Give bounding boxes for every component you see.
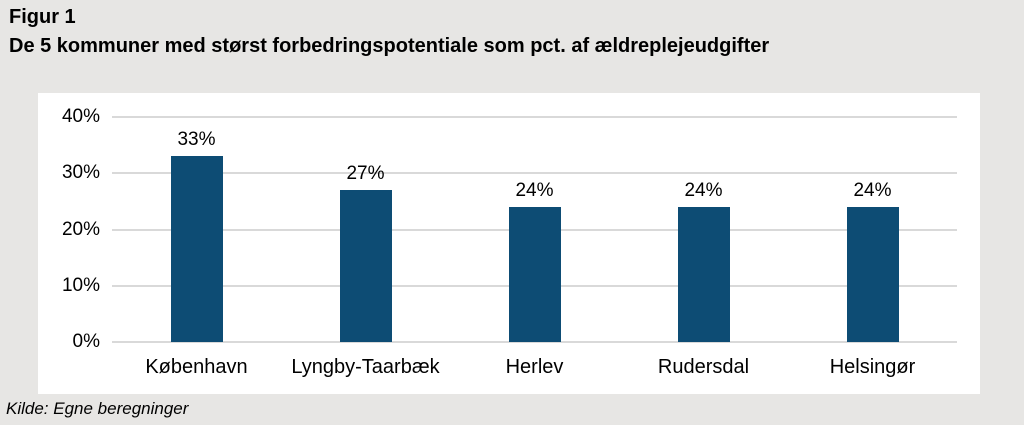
- bar-value-label: 24%: [515, 180, 554, 201]
- figure-label: Figur 1: [9, 6, 76, 28]
- bar-københavn: [170, 156, 223, 342]
- bar-slot: 24%: [619, 117, 788, 342]
- x-category-label: Herlev: [505, 356, 564, 378]
- bar-value-label: 27%: [346, 163, 385, 185]
- bars: 33% 27% 24% 24% 24%: [112, 117, 957, 342]
- bar-rudersdal: [677, 207, 730, 342]
- bar-slot: 24%: [788, 117, 957, 342]
- bar-slot: 24%: [450, 117, 619, 342]
- source-note: Kilde: Egne beregninger: [6, 399, 189, 418]
- plot-area: 33% 27% 24% 24% 24%: [112, 116, 957, 343]
- y-tick-label: 30%: [61, 162, 100, 184]
- y-tick-label: 0%: [72, 331, 100, 352]
- gridline-40%: [112, 116, 957, 118]
- bar-value-label: 24%: [684, 180, 723, 201]
- bar-value-label: 24%: [853, 180, 892, 201]
- bar-slot: 27%: [281, 117, 450, 342]
- x-category-label: Helsingør: [829, 356, 916, 378]
- x-axis: København Lyngby-Taarbæk Herlev Rudersdal He…: [112, 356, 957, 378]
- x-category-label: Lyngby-Taarbæk: [291, 356, 440, 378]
- bar-slot: 33%: [112, 117, 281, 342]
- bar-value-label: 33%: [177, 129, 216, 151]
- y-axis: 0% 10% 20% 30% 40%: [38, 107, 100, 352]
- y-tick-label: 10%: [61, 274, 100, 296]
- gridline-30%: [112, 172, 957, 175]
- bar-lyngby-taarbæk: [339, 190, 392, 342]
- chart-title: De 5 kommuner med størst forbedringspote…: [9, 35, 770, 57]
- gridline-0%: [112, 341, 957, 343]
- x-category-label: København: [145, 356, 248, 378]
- x-category-label: Rudersdal: [657, 356, 750, 378]
- chart-panel: 0% 10% 20% 30% 40% 33% 27% 24% 24% 24% København…: [38, 93, 980, 394]
- bar-herlev: [508, 207, 561, 342]
- y-tick-label: 20%: [61, 218, 100, 240]
- y-tick-label: 40%: [61, 106, 100, 127]
- bar-helsingør: [846, 207, 899, 342]
